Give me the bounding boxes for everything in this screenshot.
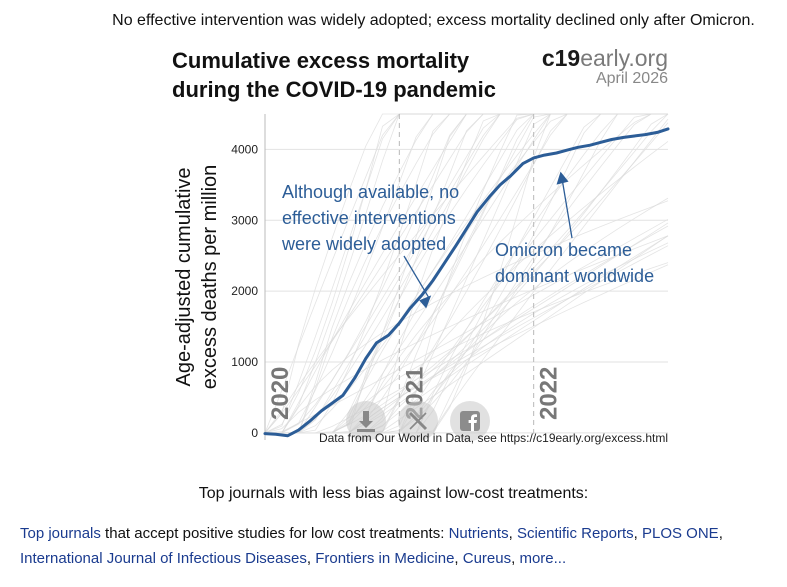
y-tick-label: 4000 xyxy=(231,142,258,156)
background-country-curve xyxy=(265,200,669,434)
background-country-curve xyxy=(265,113,668,434)
brand-name-rest: early.org xyxy=(580,45,668,71)
journals-heading: Top journals with less bias against low-… xyxy=(198,485,589,502)
download-button[interactable] xyxy=(346,401,386,441)
download-icon xyxy=(357,411,375,432)
background-country-curve xyxy=(265,222,669,434)
series-line-global xyxy=(263,127,670,438)
background-country-curve xyxy=(264,218,669,434)
brand-name: c19early.org xyxy=(542,46,668,70)
annotation-no-adoption-line: were widely adopted xyxy=(281,234,446,254)
journal-link-nutrients[interactable]: Nutrients xyxy=(448,525,509,542)
background-country-curve xyxy=(265,122,669,434)
journal-link-scientific-reports[interactable]: Scientific Reports xyxy=(516,525,634,542)
annotation-arrow-no-adoption xyxy=(403,255,430,299)
data-source-note: Data from Our World in Data, see https:/… xyxy=(318,431,668,445)
chart-card: 0 1000 2000 3000 4000 2020 2021 2022 Age-adjuste… xyxy=(160,42,680,454)
brand-name-bold: c19 xyxy=(541,45,581,71)
annotation-omicron-line: dominant worldwide xyxy=(495,266,654,286)
share-x-button[interactable] xyxy=(398,401,438,441)
y-axis-title-line1: Age-adjusted cumulative xyxy=(173,167,195,386)
brand-logo[interactable]: c19early.org April 2026 xyxy=(542,46,668,88)
background-country-curve xyxy=(264,235,669,434)
journals-lead-text: that accept positive studies for low cos… xyxy=(100,525,449,542)
y-tick-label: 3000 xyxy=(231,213,258,227)
annotation-arrowhead-omicron xyxy=(556,171,569,185)
intro-text: No effective intervention was widely ado… xyxy=(112,12,755,29)
y-tick-label: 0 xyxy=(251,426,258,440)
annotation-arrow-omicron xyxy=(561,181,573,239)
journals-paragraph: Top journals that accept positive studie… xyxy=(20,525,723,567)
share-facebook-button[interactable] xyxy=(450,401,490,441)
annotation-no-adoption-line: Although available, no xyxy=(282,182,459,202)
journal-link-frontiers-in-medicine[interactable]: Frontiers in Medicine xyxy=(315,550,455,567)
y-axis-title-line2: excess deaths per million xyxy=(199,165,221,390)
annotation-arrowhead-no-adoption xyxy=(419,295,432,309)
top-journals-link[interactable]: Top journals xyxy=(20,525,101,542)
journal-link-cureus[interactable]: Cureus xyxy=(462,550,512,567)
year-label: 2020 xyxy=(267,367,294,420)
journal-link-plos-one[interactable]: PLOS ONE xyxy=(642,525,719,542)
annotation-omicron-line: Omicron became xyxy=(495,240,632,260)
x-icon xyxy=(408,411,428,431)
facebook-icon xyxy=(460,411,480,431)
y-tick-label: 1000 xyxy=(231,355,258,369)
year-label: 2022 xyxy=(536,367,563,420)
brand-date: April 2026 xyxy=(595,70,668,87)
annotation-no-adoption-line: effective interventions xyxy=(282,208,456,228)
journal-link-ijid[interactable]: International Journal of Infectious Dise… xyxy=(20,550,307,567)
chart-title-line1: Cumulative excess mortality xyxy=(172,48,470,73)
chart-title: Cumulative excess mortality during the C… xyxy=(172,46,496,104)
journal-link-more[interactable]: more... xyxy=(519,550,567,567)
y-tick-label: 2000 xyxy=(231,284,258,298)
chart-title-line2: during the COVID-19 pandemic xyxy=(172,77,496,102)
